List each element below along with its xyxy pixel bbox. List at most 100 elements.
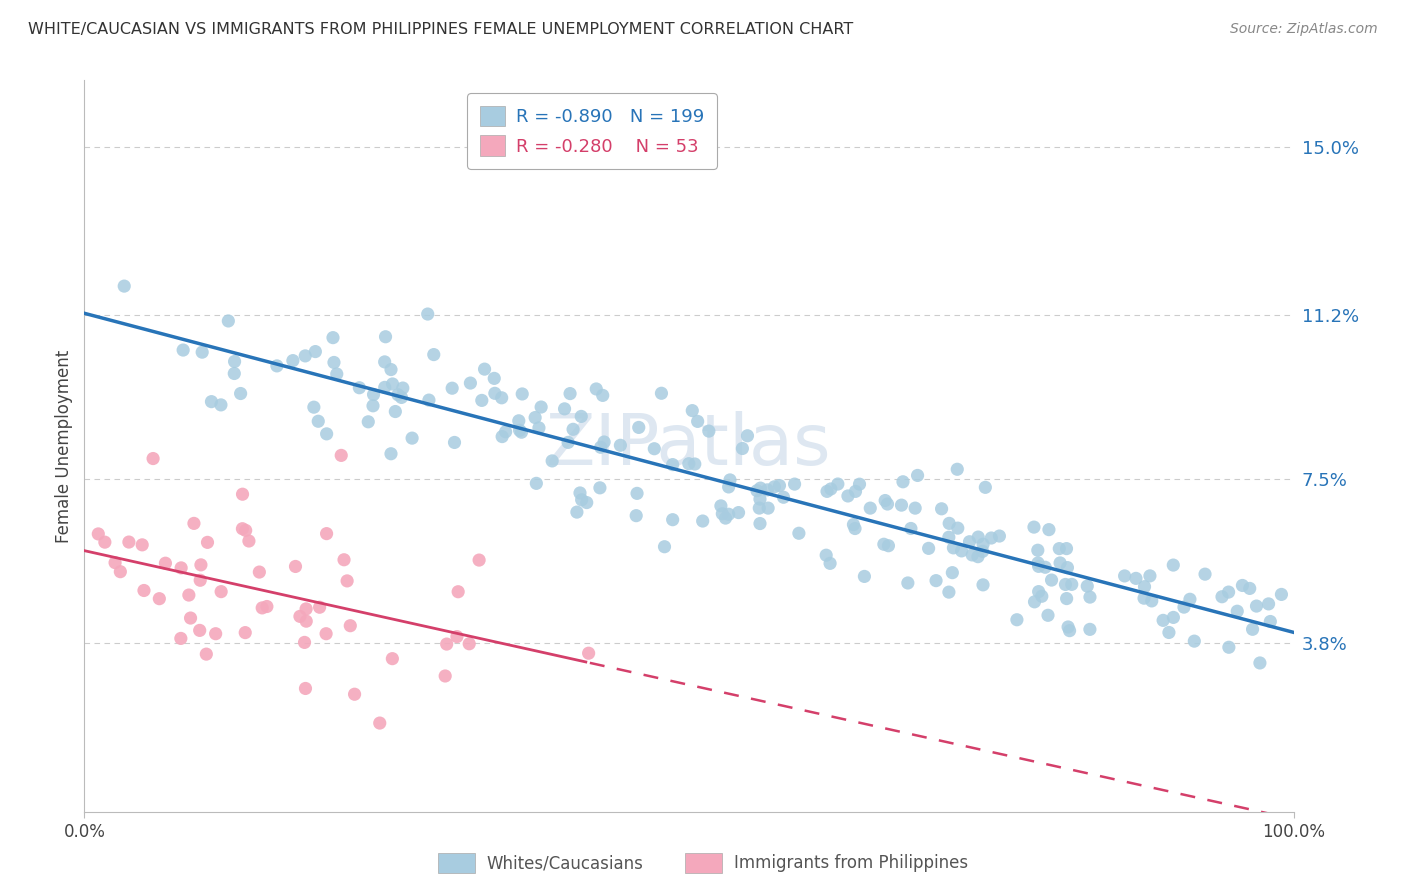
Point <box>418 393 440 408</box>
Point <box>155 556 177 570</box>
Point <box>938 585 960 599</box>
Point <box>1054 577 1077 591</box>
Point <box>235 524 257 538</box>
Point <box>1260 615 1282 629</box>
Point <box>946 462 969 476</box>
Point <box>294 635 316 649</box>
Point <box>609 438 631 452</box>
Point <box>436 637 458 651</box>
Point <box>231 522 253 536</box>
Point <box>323 355 346 369</box>
Point <box>326 367 349 381</box>
Point <box>387 388 409 402</box>
Point <box>731 442 754 456</box>
Point <box>1076 579 1098 593</box>
Point <box>224 354 246 368</box>
Point <box>624 508 647 523</box>
Point <box>681 403 703 417</box>
Point <box>842 517 865 532</box>
Point <box>484 371 506 385</box>
Point <box>508 414 530 428</box>
Point <box>745 483 768 498</box>
Point <box>714 511 737 525</box>
Point <box>711 507 734 521</box>
Point <box>848 477 870 491</box>
Point <box>592 388 614 402</box>
Point <box>188 574 211 588</box>
Point <box>380 447 402 461</box>
Point <box>180 611 202 625</box>
Point <box>815 548 838 562</box>
Point <box>110 565 132 579</box>
Point <box>491 429 513 443</box>
Point <box>238 534 260 549</box>
Point <box>737 429 759 443</box>
Point <box>281 353 304 368</box>
Point <box>972 544 994 558</box>
Point <box>931 501 953 516</box>
Point <box>565 505 588 519</box>
Point <box>727 506 749 520</box>
Point <box>571 492 593 507</box>
Point <box>1114 569 1136 583</box>
Point <box>104 556 127 570</box>
Point <box>554 401 576 416</box>
Point <box>112 279 135 293</box>
Point <box>569 486 592 500</box>
Point <box>686 414 709 428</box>
Point <box>468 553 491 567</box>
Point <box>118 535 141 549</box>
Point <box>524 410 547 425</box>
Point <box>197 535 219 549</box>
Point <box>188 624 211 638</box>
Point <box>1249 656 1271 670</box>
Point <box>1036 608 1059 623</box>
Point <box>661 458 683 472</box>
Point <box>844 484 866 499</box>
Point <box>1040 573 1063 587</box>
Point <box>650 386 672 401</box>
Text: Source: ZipAtlas.com: Source: ZipAtlas.com <box>1230 22 1378 37</box>
Point <box>988 529 1011 543</box>
Point <box>1049 556 1071 570</box>
Point <box>443 435 465 450</box>
Point <box>530 400 553 414</box>
Point <box>177 588 200 602</box>
Point <box>209 398 232 412</box>
Point <box>627 420 650 434</box>
Point <box>368 716 391 731</box>
Point <box>229 386 252 401</box>
Point <box>527 421 550 435</box>
Point <box>509 423 531 437</box>
Point <box>315 526 337 541</box>
Point <box>349 381 371 395</box>
Y-axis label: Female Unemployment: Female Unemployment <box>55 350 73 542</box>
Point <box>1038 523 1060 537</box>
Point <box>1028 559 1050 574</box>
Point <box>1161 558 1184 572</box>
Point <box>972 578 994 592</box>
Point <box>247 565 270 579</box>
Legend: R = -0.890   N = 199, R = -0.280    N = 53: R = -0.890 N = 199, R = -0.280 N = 53 <box>467 93 717 169</box>
Point <box>654 540 676 554</box>
Point <box>541 454 564 468</box>
Point <box>875 493 897 508</box>
Point <box>569 409 592 424</box>
Point <box>256 599 278 614</box>
Point <box>458 637 481 651</box>
Point <box>148 591 170 606</box>
Point <box>1028 584 1050 599</box>
Point <box>683 457 706 471</box>
Point <box>217 314 239 328</box>
Point <box>1182 634 1205 648</box>
Point <box>191 345 214 359</box>
Point <box>510 425 533 440</box>
Point <box>692 514 714 528</box>
Point <box>1078 590 1101 604</box>
Point <box>643 442 665 456</box>
Point <box>678 457 700 471</box>
Point <box>891 475 914 489</box>
Point <box>434 669 457 683</box>
Point <box>917 541 939 556</box>
Point <box>315 626 337 640</box>
